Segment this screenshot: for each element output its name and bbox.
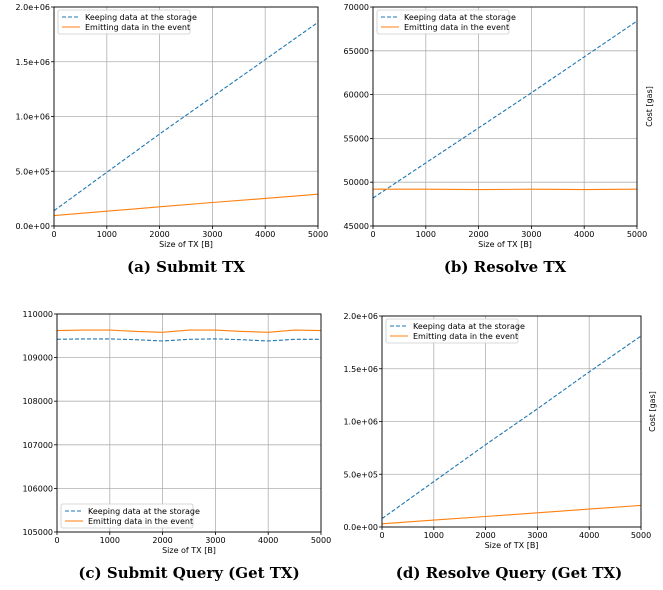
y-tick-label: 106000 <box>22 484 53 493</box>
plot-frame <box>56 313 322 533</box>
y-tick-label: 45000 <box>344 222 369 231</box>
x-tick-label: 4000 <box>258 536 278 545</box>
y-tick-label: 0.0e+00 <box>15 222 50 231</box>
series-line-event <box>56 329 322 333</box>
x-tick-label: 5000 <box>311 536 331 545</box>
y-tick-label: 109000 <box>22 354 53 363</box>
y-tick-label: 2.0e+06 <box>15 3 50 12</box>
x-tick-label: 3000 <box>205 536 225 545</box>
x-tick-label: 2000 <box>475 531 495 540</box>
x-tick-label: 3000 <box>202 230 222 239</box>
legend-label: Emitting data in the event <box>85 23 190 32</box>
y-tick-label: 1.0e+06 <box>15 113 50 122</box>
panel-resolve-tx: 0 1000 2000 3000 4000 5000 45000 50000 55000 6000… <box>344 3 654 249</box>
legend-box <box>376 9 510 35</box>
y-tick-label: 60000 <box>344 91 369 100</box>
x-tick-label: 0 <box>51 230 56 239</box>
y-tick-label: 107000 <box>22 441 53 450</box>
legend-label: Keeping data at the storage <box>413 322 525 331</box>
y-axis-label: Cost [gas] <box>645 86 654 127</box>
plot-frame <box>372 6 638 227</box>
caption-submit-query: (c) Submit Query (Get TX) <box>78 564 299 582</box>
y-tick-label: 1.0e+06 <box>343 418 378 427</box>
y-tick-label: 65000 <box>344 47 369 56</box>
y-tick-label: 110000 <box>22 310 53 319</box>
y-tick-label: 105000 <box>22 528 53 537</box>
y-tick-label: 5.0e+05 <box>343 470 378 479</box>
x-tick-label: 0 <box>370 230 375 239</box>
panel-submit-query: 0 1000 2000 3000 4000 5000 105000 106000 107000 1… <box>22 310 331 555</box>
x-tick-label: 4000 <box>574 230 594 239</box>
x-tick-label: 4000 <box>255 230 275 239</box>
x-tick-label: 2000 <box>152 536 172 545</box>
x-tick-label: 5000 <box>308 230 328 239</box>
x-tick-label: 5000 <box>631 531 651 540</box>
x-tick-label: 0 <box>54 536 59 545</box>
series-line-storage <box>56 338 321 342</box>
x-tick-label: 1000 <box>416 230 436 239</box>
x-tick-label: 5000 <box>627 230 647 239</box>
x-tick-label: 1000 <box>100 536 120 545</box>
series-line-storage <box>53 21 319 212</box>
y-tick-label: 108000 <box>22 397 53 406</box>
panel-submit-tx: 0 1000 2000 3000 4000 5000 0.0e+00 5.0e+05 1.0e+… <box>15 3 328 249</box>
x-tick-label: 2000 <box>149 230 169 239</box>
panel-resolve-query: 0 1000 2000 3000 4000 5000 0.0e+00 5.0e+05 1.0e+… <box>343 312 657 550</box>
legend-label: Keeping data at the storage <box>85 13 197 22</box>
y-tick-label: 55000 <box>344 134 369 143</box>
x-axis-label: Size of TX [B] <box>478 240 532 249</box>
x-axis-label: Size of TX [B] <box>162 546 216 555</box>
y-tick-label: 1.5e+06 <box>15 58 50 67</box>
x-tick-label: 1000 <box>97 230 117 239</box>
y-tick-label: 1.5e+06 <box>343 365 378 374</box>
x-tick-label: 2000 <box>468 230 488 239</box>
legend-label: Keeping data at the storage <box>404 13 516 22</box>
series-line-storage <box>372 20 638 199</box>
y-tick-label: 5.0e+05 <box>15 167 50 176</box>
caption-resolve-query: (d) Resolve Query (Get TX) <box>396 564 622 582</box>
y-tick-label: 2.0e+06 <box>343 312 378 321</box>
series-line-storage <box>381 335 642 520</box>
y-axis-label: Cost [gas] <box>648 391 657 432</box>
legend-label: Keeping data at the storage <box>88 507 200 516</box>
caption-resolve-tx: (b) Resolve TX <box>444 258 567 276</box>
x-axis-label: Size of TX [B] <box>159 240 213 249</box>
legend-box <box>57 9 191 35</box>
x-tick-label: 4000 <box>579 531 599 540</box>
x-tick-label: 3000 <box>527 531 547 540</box>
legend-label: Emitting data in the event <box>88 517 193 526</box>
x-tick-label: 1000 <box>424 531 444 540</box>
x-tick-label: 0 <box>379 531 384 540</box>
x-tick-label: 3000 <box>521 230 541 239</box>
legend-box <box>60 503 194 529</box>
y-tick-label: 70000 <box>344 3 369 12</box>
legend-label: Emitting data in the event <box>413 332 518 341</box>
y-tick-label: 50000 <box>344 178 369 187</box>
y-tick-label: 0.0e+00 <box>343 523 378 532</box>
series-line-event <box>381 504 642 525</box>
caption-submit-tx: (a) Submit TX <box>127 258 245 276</box>
legend-label: Emitting data in the event <box>404 23 509 32</box>
x-axis-label: Size of TX [B] <box>485 541 539 550</box>
legend-box <box>385 318 519 344</box>
series-line-event <box>53 193 319 217</box>
